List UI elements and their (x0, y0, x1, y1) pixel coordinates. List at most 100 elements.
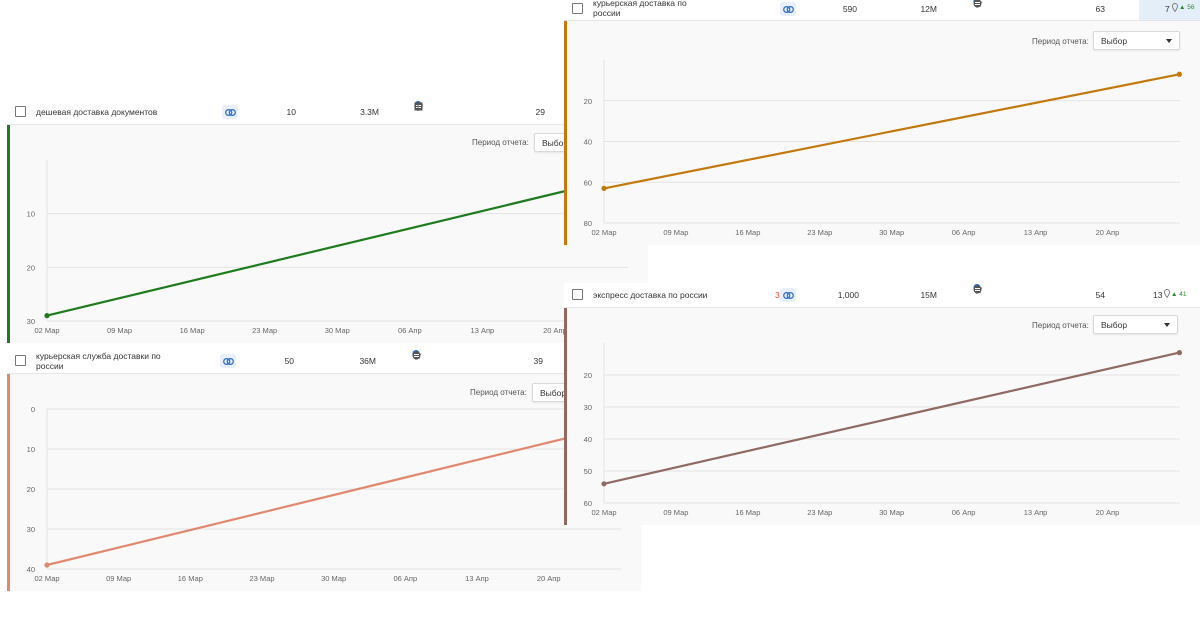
results-count: 15M (920, 290, 937, 300)
x-tick-label: 30 Мар (325, 326, 350, 335)
x-tick-label: 09 Мар (107, 326, 132, 335)
period-label: Период отчета: (472, 138, 529, 147)
keyword-row: дешевая доставка документов 10 3.3M 29 (7, 100, 648, 125)
link-icon[interactable] (780, 288, 796, 302)
panel-accent (7, 349, 10, 591)
y-tick-label: 60 (584, 178, 592, 187)
y-tick-label: 40 (584, 138, 592, 147)
data-point (44, 313, 50, 319)
keyword-panel: курьерская доставка по россии 590 12M 63… (564, 0, 1200, 245)
x-tick-label: 16 Мар (180, 326, 205, 335)
position-value: 54 (1095, 290, 1105, 300)
x-tick-label: 30 Мар (879, 508, 904, 517)
competitors-count: 3 (775, 290, 780, 300)
keyword-text: курьерская служба доставки по россии (36, 351, 161, 371)
y-tick-label: 10 (27, 445, 35, 454)
x-tick-label: 20 Апр (1096, 508, 1120, 517)
series-line (603, 73, 1180, 190)
pin-outline-icon (1164, 289, 1170, 300)
x-tick-label: 13 Апр (465, 574, 489, 583)
x-tick-label: 02 Мар (34, 326, 59, 335)
x-tick-label: 02 Мар (591, 508, 616, 517)
x-tick-label: 13 Апр (1024, 228, 1048, 237)
x-tick-label: 16 Мар (735, 228, 760, 237)
row-checkbox[interactable] (572, 289, 583, 300)
period-select[interactable]: Выбор (1093, 315, 1178, 334)
period-select-value: Выбор (1101, 36, 1128, 46)
period-select-value: Выбор (1101, 320, 1128, 330)
x-tick-label: 16 Мар (178, 574, 203, 583)
search-volume: 50 (284, 356, 294, 366)
y-tick-label: 30 (27, 317, 35, 326)
position-value: 39 (533, 356, 543, 366)
link-icon[interactable] (222, 105, 238, 119)
x-tick-label: 30 Мар (321, 574, 346, 583)
series-line (46, 175, 628, 317)
x-tick-label: 30 Мар (879, 228, 904, 237)
y-tick-label: 20 (27, 485, 35, 494)
row-checkbox[interactable] (572, 3, 583, 14)
position-value: 63 (1095, 4, 1105, 14)
search-volume: 1,000 (837, 290, 859, 300)
position-up-value: 41 (1179, 291, 1187, 298)
search-volume: 10 (286, 107, 296, 117)
search-volume: 590 (842, 4, 857, 14)
review-icon (412, 351, 421, 360)
y-tick-label: 20 (27, 263, 35, 272)
keyword-text: курьерская доставка по россии (593, 0, 687, 18)
data-point (1176, 71, 1182, 77)
period-select-value: Выбор (540, 388, 567, 398)
y-tick-label: 40 (584, 435, 592, 444)
x-tick-label: 06 Апр (393, 574, 417, 583)
x-tick-label: 23 Мар (252, 326, 277, 335)
x-tick-label: 20 Апр (1096, 228, 1120, 237)
keyword-row: курьерская служба доставки по россии 50 … (7, 349, 641, 374)
position-up-value: 56 (1187, 4, 1195, 11)
panel-accent (564, 283, 567, 525)
period-select[interactable]: Выбор (1093, 31, 1180, 50)
chevron-down-icon (1164, 323, 1170, 327)
row-checkbox[interactable] (15, 106, 26, 117)
x-tick-label: 13 Апр (1024, 508, 1048, 517)
link-icon[interactable] (220, 354, 236, 368)
x-tick-label: 09 Мар (663, 228, 688, 237)
y-tick-label: 50 (584, 467, 592, 476)
y-tick-label: 20 (584, 97, 592, 106)
x-tick-label: 09 Мар (663, 508, 688, 517)
row-checkbox[interactable] (15, 355, 26, 366)
chevron-down-icon (1166, 39, 1172, 43)
results-count: 12M (920, 4, 937, 14)
x-tick-label: 02 Мар (591, 228, 616, 237)
position-change-box: 7 ▲ 56 (1139, 0, 1200, 20)
period-label: Период отчета: (1032, 321, 1089, 330)
pin-outline-icon (1172, 3, 1178, 14)
data-point (601, 185, 607, 191)
review-icon (973, 0, 982, 8)
x-tick-label: 06 Апр (952, 228, 976, 237)
data-point (1176, 350, 1182, 356)
current-position: 13 (1153, 290, 1163, 300)
y-tick-label: 30 (27, 525, 35, 534)
position-up-indicator: ▲ 56 (1179, 4, 1195, 11)
x-tick-label: 23 Мар (249, 574, 274, 583)
link-icon[interactable] (780, 2, 796, 16)
keyword-panel: дешевая доставка документов 10 3.3M 29 П… (7, 100, 648, 343)
x-tick-label: 13 Апр (471, 326, 495, 335)
series-line (46, 423, 621, 567)
x-tick-label: 09 Мар (106, 574, 131, 583)
position-up-indicator: ▲ 41 (1171, 291, 1187, 298)
panel-accent (564, 0, 567, 245)
x-tick-label: 23 Мар (807, 508, 832, 517)
y-tick-label: 60 (584, 499, 592, 508)
y-tick-label: 40 (27, 565, 35, 574)
data-point (601, 481, 607, 487)
period-select-value: Выбор (542, 138, 569, 148)
keyword-panel: курьерская служба доставки по россии 50 … (7, 349, 641, 591)
period-label: Период отчета: (470, 388, 527, 397)
x-tick-label: 20 Апр (537, 574, 561, 583)
results-count: 3.3M (360, 107, 379, 117)
x-tick-label: 06 Апр (398, 326, 422, 335)
results-count: 36M (359, 356, 376, 366)
